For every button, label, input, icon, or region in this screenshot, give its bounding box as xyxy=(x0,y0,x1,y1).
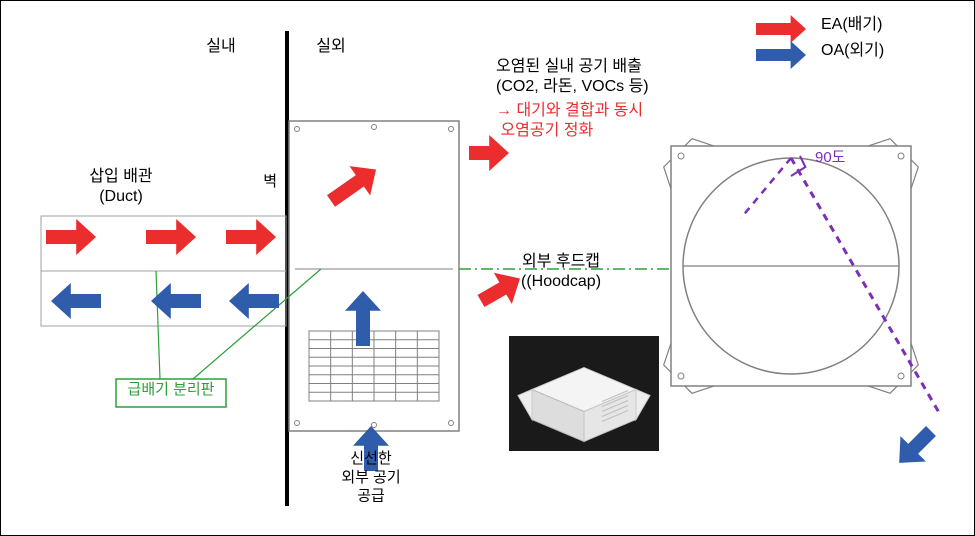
label-separator: 급배기 분리판 xyxy=(128,381,215,398)
label-outdoor: 실외 xyxy=(316,37,345,55)
legend-oa-label: OA(외기) xyxy=(821,41,884,59)
legend-ea-label: EA(배기) xyxy=(821,15,882,33)
arrow-ea-3 xyxy=(321,155,387,216)
arrow-ea-0 xyxy=(46,219,96,255)
label-exhaust-2: → 대기와 결합과 동시 오염공기 정화 xyxy=(496,101,643,139)
label-duct: 삽입 배관(Duct) xyxy=(89,167,153,205)
arrow-oa-1 xyxy=(151,283,201,319)
arrow-ea-2 xyxy=(226,219,276,255)
arrow-oa-5 xyxy=(886,418,943,475)
label-hoodcap: 외부 후드캡((Hoodcap) xyxy=(521,252,601,290)
arrow-oa-3 xyxy=(345,291,381,346)
label-indoor: 실내 xyxy=(206,37,235,55)
label-exhaust-1: 오염된 실내 공기 배출(CO2, 라돈, VOCs 등) xyxy=(496,57,649,95)
arrow-oa-0 xyxy=(51,283,101,319)
label-supply: 신선한외부 공기공급 xyxy=(341,450,400,505)
arrow-oa-2 xyxy=(229,283,279,319)
label-angle: 90도 xyxy=(815,149,846,166)
label-wall: 벽 xyxy=(263,173,277,190)
arrow-ea-1 xyxy=(146,219,196,255)
arrow-ea-4 xyxy=(469,135,509,171)
